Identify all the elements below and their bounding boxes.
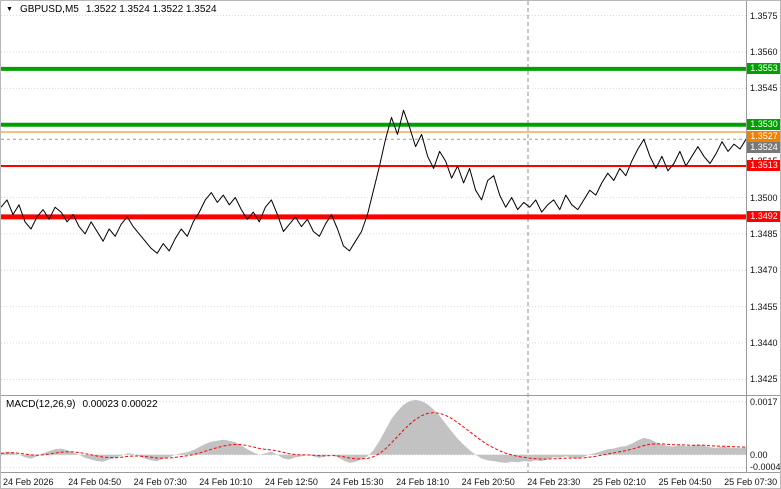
macd-tick-label: 0.0017 <box>750 396 778 407</box>
price-tick-label: 1.3455 <box>750 301 778 312</box>
macd-tick-label: 0.00 <box>750 449 768 460</box>
time-label: 24 Feb 20:50 <box>461 477 515 487</box>
price-level-badge: 1.3524 <box>747 142 780 154</box>
price-tick-label: 1.3500 <box>750 192 778 203</box>
price-level-badge: 1.3553 <box>747 63 780 75</box>
time-label: 25 Feb 04:50 <box>658 477 712 487</box>
collapse-icon[interactable]: ▼ <box>6 6 13 13</box>
price-level-badge: 1.3492 <box>747 211 780 223</box>
price-tick-label: 1.3545 <box>750 83 778 94</box>
time-label: 24 Feb 10:10 <box>199 477 253 487</box>
time-label: 24 Feb 18:10 <box>396 477 450 487</box>
time-label: 24 Feb 07:30 <box>133 477 187 487</box>
symbol-timeframe: GBPUSD,M5 <box>19 4 79 15</box>
price-line <box>1 109 747 254</box>
time-label: 24 Feb 2026 <box>3 477 54 487</box>
macd-histogram <box>1 399 746 463</box>
price-level-badge: 1.3530 <box>747 119 780 131</box>
macd-values: 0.00023 0.00022 <box>82 399 158 410</box>
price-tick-label: 1.3470 <box>750 265 778 276</box>
chart-header: ▼ GBPUSD,M5 1.3522 1.3524 1.3522 1.3524 <box>6 4 217 15</box>
price-tick-label: 1.3485 <box>750 228 778 239</box>
price-tick-label: 1.3440 <box>750 338 778 349</box>
time-label: 24 Feb 12:50 <box>264 477 318 487</box>
time-label: 24 Feb 23:30 <box>527 477 581 487</box>
price-tick-label: 1.3575 <box>750 10 778 21</box>
time-label: 25 Feb 02:10 <box>592 477 646 487</box>
macd-tick-label: -0.0004 <box>750 462 781 473</box>
macd-signal-line <box>1 412 747 460</box>
ohlc-values: 1.3522 1.3524 1.3522 1.3524 <box>85 4 217 15</box>
time-label: 24 Feb 15:30 <box>330 477 384 487</box>
macd-label: MACD(12,26,9) <box>6 399 76 410</box>
price-tick-label: 1.3560 <box>750 46 778 57</box>
price-level-badge: 1.3513 <box>747 160 780 172</box>
time-label: 25 Feb 07:30 <box>724 477 778 487</box>
price-tick-label: 1.3425 <box>750 374 778 385</box>
time-label: 24 Feb 04:50 <box>68 477 122 487</box>
macd-header: MACD(12,26,9) 0.00023 0.00022 <box>6 399 158 410</box>
price-level-badge: 1.3527 <box>747 130 780 142</box>
